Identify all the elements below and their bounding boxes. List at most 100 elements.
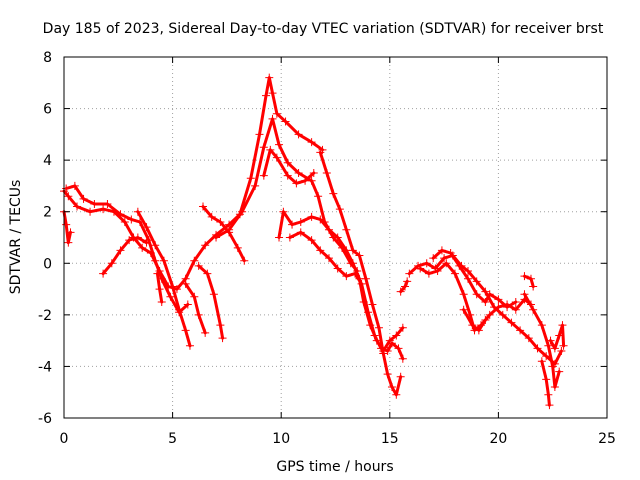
data-point: [120, 218, 129, 227]
data-point: [151, 241, 160, 250]
data-point: [285, 233, 294, 242]
data-point: [379, 349, 388, 358]
data-point: [175, 305, 184, 314]
data-point: [481, 287, 490, 296]
data-point: [62, 220, 71, 229]
x-tick-label: 0: [60, 431, 69, 447]
data-point: [520, 290, 529, 299]
data-point: [133, 233, 142, 242]
data-point: [529, 282, 538, 291]
x-tick-label: 5: [168, 431, 177, 447]
data-point: [138, 243, 147, 252]
data-point: [520, 272, 529, 281]
chart-title: Day 185 of 2023, Sidereal Day-to-day VTE…: [43, 21, 604, 37]
data-point: [107, 259, 116, 268]
data-point: [459, 305, 468, 314]
tick-labels: 0 5 10 15 20 25 -6 -4 -2 0 2 4 6 8: [38, 50, 616, 447]
series-line: [549, 323, 566, 350]
data-point: [183, 300, 192, 309]
data-point: [335, 205, 344, 214]
series-line: [318, 150, 403, 397]
x-tick-label: 25: [598, 431, 616, 447]
data-point: [166, 292, 175, 301]
data-point: [485, 290, 494, 299]
x-axis-label: GPS time / hours: [276, 459, 393, 475]
data-point: [296, 218, 305, 227]
data-point: [396, 372, 405, 381]
data-point: [233, 243, 242, 252]
data-point: [283, 158, 292, 167]
data-point: [142, 223, 151, 232]
series-track-14: [316, 148, 405, 399]
data-point: [472, 290, 481, 299]
data-point: [209, 290, 218, 299]
data-point: [73, 202, 82, 211]
data-point: [368, 300, 377, 309]
data-point: [272, 109, 281, 118]
data-point: [194, 261, 203, 270]
data-point: [275, 140, 284, 149]
x-tick-label: 20: [489, 431, 507, 447]
data-point: [511, 305, 520, 314]
data-point: [212, 233, 221, 242]
data-point: [79, 194, 88, 203]
data-point: [498, 310, 507, 319]
data-point: [153, 269, 162, 278]
series-track-5: [133, 207, 194, 350]
data-point: [533, 344, 542, 353]
data-point: [342, 272, 351, 281]
data-point: [351, 269, 360, 278]
data-point: [463, 274, 472, 283]
data-point: [316, 246, 325, 255]
data-point: [142, 238, 151, 247]
data-point: [437, 246, 446, 255]
data-point: [288, 220, 297, 229]
data-point: [503, 303, 512, 312]
data-point: [524, 334, 533, 343]
data-point: [268, 114, 277, 123]
y-tick-label: 8: [43, 50, 52, 66]
data-point: [70, 181, 79, 190]
data-point: [394, 344, 403, 353]
data-point: [251, 181, 260, 190]
data-point: [255, 130, 264, 139]
series-line: [462, 308, 487, 332]
data-point: [355, 251, 364, 260]
series-track-18: [429, 246, 520, 312]
data-point: [383, 370, 392, 379]
data-point: [296, 228, 305, 237]
data-point: [265, 73, 274, 82]
data-point: [364, 308, 373, 317]
data-point: [324, 225, 333, 234]
data-point: [225, 225, 234, 234]
data-point: [190, 256, 199, 265]
data-point: [116, 210, 125, 219]
data-point: [424, 269, 433, 278]
data-point: [333, 233, 342, 242]
data-point: [542, 375, 551, 384]
data-point: [442, 259, 451, 268]
data-point: [294, 130, 303, 139]
data-point: [307, 212, 316, 221]
data-point: [272, 153, 281, 162]
data-point: [474, 326, 483, 335]
data-point: [559, 341, 568, 350]
series-track-19: [459, 305, 490, 335]
plot-frame: [63, 56, 608, 419]
data-point: [64, 238, 73, 247]
series-line: [201, 205, 246, 263]
series-track-12: [275, 207, 407, 355]
series-line: [184, 282, 207, 335]
series-line: [262, 148, 316, 185]
data-point: [544, 341, 553, 350]
x-tick-label: 15: [381, 431, 399, 447]
series-line: [62, 210, 72, 245]
series-track-1: [60, 73, 327, 294]
data-point: [398, 354, 407, 363]
y-tick-label: -2: [38, 308, 52, 324]
data-point: [387, 383, 396, 392]
data-point: [392, 390, 401, 399]
series-track-21: [520, 272, 538, 291]
data-point: [281, 117, 290, 126]
data-point: [526, 274, 535, 283]
